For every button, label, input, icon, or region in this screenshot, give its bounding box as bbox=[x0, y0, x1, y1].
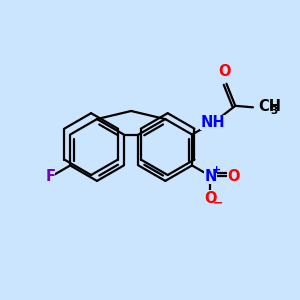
Text: O: O bbox=[227, 169, 240, 184]
Text: O: O bbox=[219, 64, 231, 79]
Text: CH: CH bbox=[258, 99, 281, 114]
Text: F: F bbox=[45, 169, 55, 184]
Text: −: − bbox=[212, 197, 223, 210]
Text: N: N bbox=[204, 169, 217, 184]
Text: +: + bbox=[212, 165, 221, 175]
Text: O: O bbox=[204, 190, 217, 206]
Text: NH: NH bbox=[200, 115, 225, 130]
Text: 3: 3 bbox=[271, 106, 278, 116]
